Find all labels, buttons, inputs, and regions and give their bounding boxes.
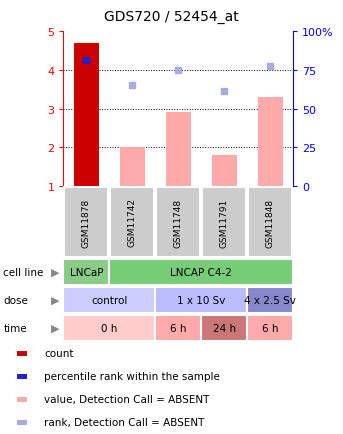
Text: GSM11791: GSM11791 — [220, 198, 229, 247]
Bar — [17, 397, 27, 402]
Bar — [63, 316, 155, 341]
Bar — [63, 260, 109, 285]
Text: time: time — [3, 323, 27, 333]
Text: 4 x 2.5 Sv: 4 x 2.5 Sv — [244, 295, 296, 305]
Bar — [156, 188, 200, 257]
Text: 1 x 10 Sv: 1 x 10 Sv — [177, 295, 226, 305]
Text: count: count — [44, 349, 74, 358]
Text: rank, Detection Call = ABSENT: rank, Detection Call = ABSENT — [44, 418, 204, 427]
Text: 24 h: 24 h — [213, 323, 236, 333]
Text: cell line: cell line — [3, 267, 44, 277]
Bar — [166, 113, 191, 187]
Text: GSM11748: GSM11748 — [174, 198, 183, 247]
Text: GSM11848: GSM11848 — [266, 198, 275, 247]
Bar — [202, 188, 246, 257]
Bar — [155, 316, 201, 341]
Bar — [247, 316, 293, 341]
Bar — [74, 43, 99, 187]
Bar — [17, 420, 27, 425]
Bar — [212, 156, 237, 187]
Bar — [63, 288, 155, 313]
Bar — [120, 148, 145, 187]
Text: ▶: ▶ — [51, 323, 59, 333]
Text: 6 h: 6 h — [262, 323, 279, 333]
Bar — [201, 316, 247, 341]
Text: GDS720 / 52454_at: GDS720 / 52454_at — [104, 10, 239, 24]
Text: ▶: ▶ — [51, 267, 59, 277]
Bar — [258, 98, 283, 187]
Text: dose: dose — [3, 295, 28, 305]
Text: control: control — [91, 295, 128, 305]
Text: ▶: ▶ — [51, 295, 59, 305]
Bar — [247, 288, 293, 313]
Text: 6 h: 6 h — [170, 323, 187, 333]
Bar — [109, 260, 293, 285]
Text: LNCaP: LNCaP — [70, 267, 103, 277]
Text: LNCAP C4-2: LNCAP C4-2 — [170, 267, 232, 277]
Bar — [110, 188, 154, 257]
Text: percentile rank within the sample: percentile rank within the sample — [44, 372, 220, 381]
Bar — [17, 374, 27, 379]
Bar — [155, 288, 247, 313]
Bar — [64, 188, 108, 257]
Text: GSM11742: GSM11742 — [128, 198, 137, 247]
Text: GSM11878: GSM11878 — [82, 198, 91, 247]
Text: 0 h: 0 h — [101, 323, 118, 333]
Bar — [17, 351, 27, 356]
Bar — [248, 188, 292, 257]
Text: value, Detection Call = ABSENT: value, Detection Call = ABSENT — [44, 395, 210, 404]
